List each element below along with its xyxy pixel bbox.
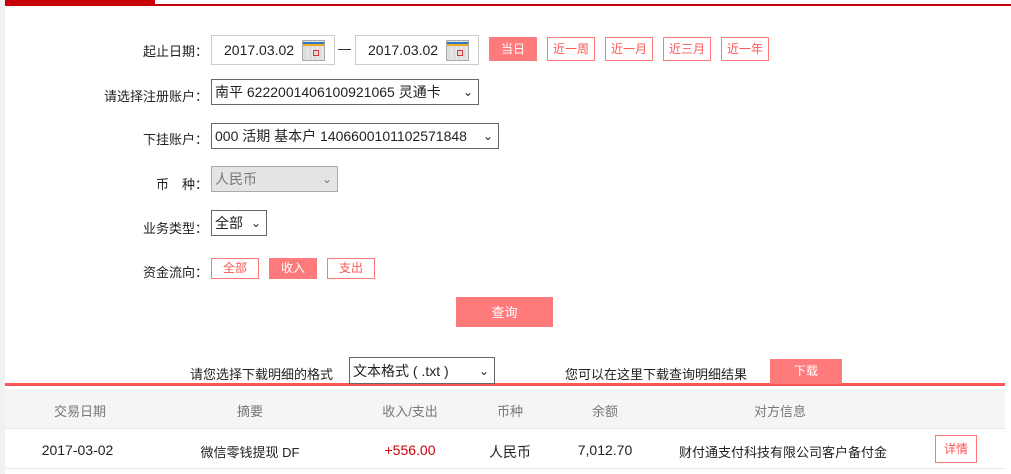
download-bar — [5, 350, 1005, 386]
account-select[interactable]: 南平 6222001406100921065 灵通卡 ⌄ — [211, 79, 479, 105]
biz-type-value: 全部 — [215, 215, 243, 231]
col-currency: 币种 — [496, 404, 523, 419]
chevron-down-icon: ⌄ — [462, 85, 473, 99]
chevron-down-icon: ⌄ — [478, 363, 489, 378]
table-header: 交易日期 摘要 收入/支出 币种 余额 对方信息 — [5, 389, 1005, 429]
biz-type-select[interactable]: 全部 ⌄ — [211, 210, 268, 236]
end-date-input[interactable]: 2017.03.02 — [355, 35, 479, 65]
chevron-down-icon: ⌄ — [321, 172, 332, 186]
chevron-down-icon: ⌄ — [482, 129, 493, 143]
sub-account-select[interactable]: 000 活期 基本户 1406600101102571848 ⌄ — [211, 123, 499, 149]
calendar-icon[interactable] — [302, 39, 326, 61]
calendar-icon[interactable] — [446, 39, 470, 61]
currency-value: 人民币 — [215, 171, 257, 187]
download-button[interactable]: 下载 — [770, 359, 842, 384]
col-counterparty: 对方信息 — [753, 404, 806, 419]
currency-select: 人民币 ⌄ — [211, 166, 338, 192]
range-week-button[interactable]: 近一周 — [547, 37, 595, 61]
date-label: 起止日期： — [142, 44, 208, 59]
table-row: 2017-03-02 微信零钱提现 DF +556.00 人民币 7,012.7… — [5, 430, 1005, 469]
end-date-value: 2017.03.02 — [368, 42, 439, 58]
col-date: 交易日期 — [53, 404, 106, 419]
download-format-label: 请您选择下载明细的格式 — [190, 367, 334, 382]
range-3month-button[interactable]: 近三月 — [663, 37, 711, 61]
chevron-down-icon: ⌄ — [251, 216, 262, 230]
col-summary: 摘要 — [236, 404, 263, 419]
row-summary: 微信零钱提现 DF — [200, 445, 300, 460]
download-hint: 您可以在这里下载查询明细结果 — [565, 367, 748, 382]
row-balance: 7,012.70 — [577, 442, 633, 458]
sub-account-value: 000 活期 基本户 1406600101102571848 — [215, 128, 467, 144]
col-balance: 余额 — [591, 404, 618, 419]
download-format-value: 文本格式 ( .txt ) — [353, 362, 449, 379]
flow-expense-button[interactable]: 支出 — [327, 258, 375, 279]
account-value: 南平 6222001406100921065 灵通卡 — [215, 84, 441, 100]
row-currency: 人民币 — [489, 444, 531, 460]
flow-all-button[interactable]: 全部 — [211, 258, 259, 279]
flow-income-button[interactable]: 收入 — [269, 258, 317, 279]
start-date-value: 2017.03.02 — [224, 42, 295, 58]
download-format-select[interactable]: 文本格式 ( .txt ) ⌄ — [349, 357, 495, 384]
flow-label: 资金流向： — [142, 265, 208, 280]
start-date-input[interactable]: 2017.03.02 — [211, 35, 335, 65]
range-today-button[interactable]: 当日 — [489, 37, 537, 61]
col-amount: 收入/支出 — [382, 404, 438, 419]
row-date: 2017-03-02 — [41, 442, 114, 458]
range-year-button[interactable]: 近一年 — [721, 37, 769, 61]
active-tab-indicator — [5, 0, 155, 6]
range-month-button[interactable]: 近一月 — [605, 37, 653, 61]
account-label: 请选择注册账户： — [103, 89, 208, 104]
row-counterparty: 财付通支付科技有限公司客户备付金 — [678, 445, 887, 460]
top-divider — [155, 4, 1011, 6]
date-separator — [338, 49, 351, 50]
currency-label: 币 种： — [155, 177, 208, 192]
query-button[interactable]: 查询 — [456, 297, 553, 327]
sub-account-label: 下挂账户： — [142, 132, 208, 147]
detail-button[interactable]: 详情 — [935, 435, 977, 463]
row-amount: +556.00 — [384, 442, 436, 458]
biz-type-label: 业务类型： — [142, 221, 208, 236]
